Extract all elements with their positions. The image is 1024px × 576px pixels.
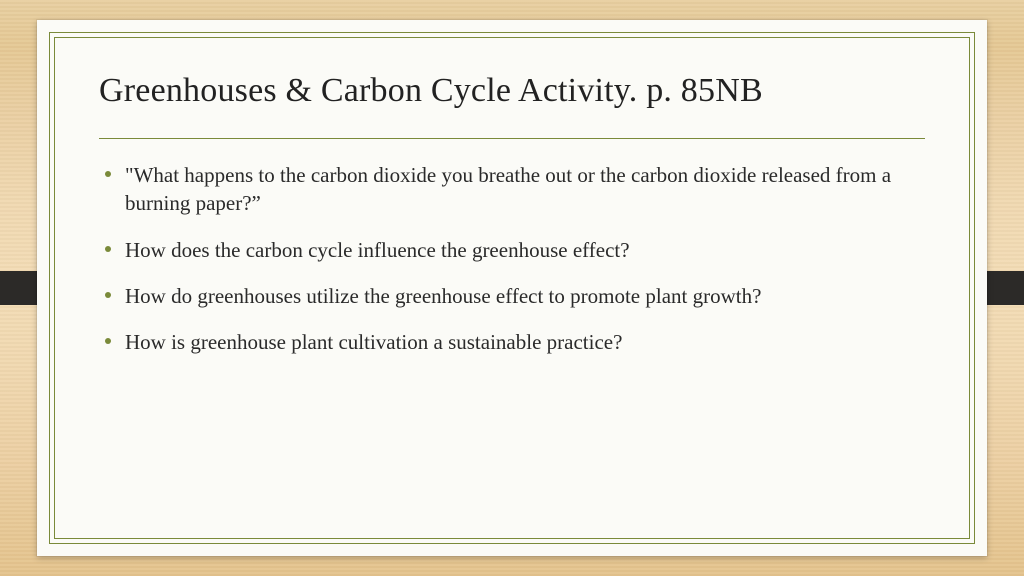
title-rule — [99, 138, 925, 139]
slide-card: Greenhouses & Carbon Cycle Activity. p. … — [37, 20, 987, 556]
bullet-list: "What happens to the carbon dioxide you … — [99, 161, 925, 357]
bullet-item: How do greenhouses utilize the greenhous… — [103, 282, 925, 310]
frame-inner: Greenhouses & Carbon Cycle Activity. p. … — [54, 37, 970, 539]
frame-outer: Greenhouses & Carbon Cycle Activity. p. … — [49, 32, 975, 544]
bullet-item: "What happens to the carbon dioxide you … — [103, 161, 925, 218]
bullet-item: How is greenhouse plant cultivation a su… — [103, 328, 925, 356]
slide-title: Greenhouses & Carbon Cycle Activity. p. … — [99, 72, 925, 110]
bullet-item: How does the carbon cycle influence the … — [103, 236, 925, 264]
